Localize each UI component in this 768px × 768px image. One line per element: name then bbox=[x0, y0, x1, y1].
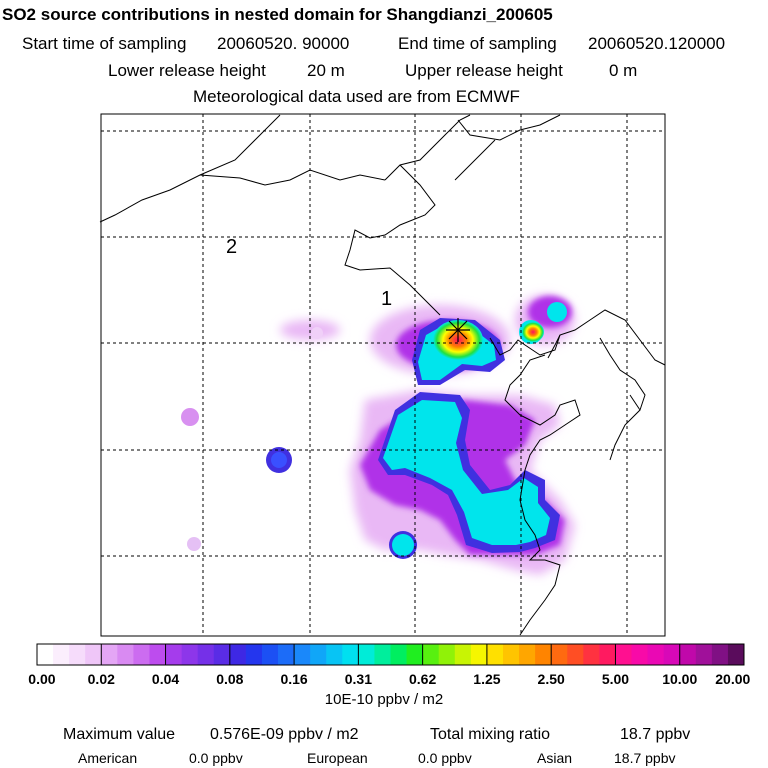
colorbar-tick-label: 0.04 bbox=[151, 671, 180, 687]
max-value-label: Maximum value bbox=[63, 726, 176, 743]
colorbar-cell bbox=[535, 644, 552, 665]
colorbar-cell bbox=[390, 644, 408, 665]
colorbar-cell bbox=[695, 644, 713, 665]
colorbar-tick-label: 0.62 bbox=[409, 671, 437, 687]
colorbar-cell bbox=[278, 644, 295, 665]
colorbar-cell bbox=[358, 644, 375, 665]
colorbar-cell bbox=[37, 644, 54, 665]
colorbar-cell bbox=[69, 644, 86, 665]
region-label-2: 2 bbox=[226, 236, 237, 258]
colorbar-cell bbox=[326, 644, 343, 665]
total-mixing-label: Total mixing ratio bbox=[430, 726, 551, 743]
colorbar-tick-label: 0.16 bbox=[280, 671, 308, 687]
map-frame bbox=[100, 113, 666, 637]
colorbar-units: 10E-10 ppbv / m2 bbox=[324, 691, 444, 708]
max-value: 0.576E-09 ppbv / m2 bbox=[210, 726, 359, 743]
upper-height-label: Upper release height bbox=[405, 61, 563, 80]
colorbar-cell bbox=[117, 644, 134, 665]
colorbar-cell bbox=[502, 644, 520, 665]
isolated-cells bbox=[181, 327, 417, 559]
region-asian-label: Asian bbox=[537, 750, 573, 766]
colorbar-cell bbox=[149, 644, 167, 665]
colorbar-tick-label: 0.31 bbox=[344, 671, 372, 687]
colorbar-cell bbox=[679, 644, 697, 665]
colorbar-cell bbox=[406, 644, 424, 665]
end-time-label: End time of sampling bbox=[398, 34, 557, 53]
upper-height-value: 0 m bbox=[609, 61, 638, 80]
met-data-note: Meteorological data used are from ECMWF bbox=[193, 87, 520, 106]
colorbar-cell bbox=[197, 644, 215, 665]
region-asian-value: 18.7 ppbv bbox=[614, 750, 676, 766]
colorbar-tick-label: 2.50 bbox=[537, 671, 565, 687]
colorbar-cell bbox=[85, 644, 102, 665]
region-american-value: 0.0 ppbv bbox=[189, 750, 243, 766]
colorbar-frame bbox=[36, 643, 745, 666]
total-mixing-value: 18.7 ppbv bbox=[620, 726, 691, 743]
coastlines bbox=[99, 114, 666, 636]
colorbar-tick-label: 0.00 bbox=[28, 671, 56, 687]
region-european-value: 0.0 ppbv bbox=[418, 750, 472, 766]
colorbar-cell bbox=[294, 644, 311, 665]
start-time-label: Start time of sampling bbox=[22, 34, 187, 53]
colorbar-tick-label: 10.00 bbox=[662, 671, 698, 687]
chart-title: SO2 source contributions in nested domai… bbox=[2, 5, 553, 24]
colorbar-cell bbox=[342, 644, 359, 665]
colorbar-cell bbox=[422, 644, 440, 665]
colorbar-cell bbox=[647, 644, 665, 665]
lower-height-label: Lower release height bbox=[108, 61, 266, 80]
colorbar-cell bbox=[583, 644, 600, 665]
colorbar-cell bbox=[101, 644, 118, 665]
colorbar-cell bbox=[229, 644, 247, 665]
grid-lines bbox=[101, 114, 665, 636]
region-label-1: 1 bbox=[381, 288, 392, 310]
colorbar-cell bbox=[181, 644, 199, 665]
colorbar-tick-label: 0.08 bbox=[216, 671, 244, 687]
region-european-label: European bbox=[307, 750, 368, 766]
colorbar-cell bbox=[133, 644, 150, 665]
end-time-value: 20060520.120000 bbox=[588, 34, 726, 53]
receptor-marker bbox=[446, 318, 470, 342]
colorbar-tick-label: 20.00 bbox=[715, 671, 751, 687]
colorbar-cell bbox=[374, 644, 391, 665]
colorbar-cell bbox=[53, 644, 70, 665]
region-american-label: American bbox=[78, 750, 138, 766]
colorbar-tick-label: 5.00 bbox=[601, 671, 630, 687]
colorbar-cell bbox=[615, 644, 633, 665]
colorbar-cell bbox=[454, 644, 472, 665]
start-time-value: 20060520. 90000 bbox=[217, 34, 350, 53]
colorbar-cell bbox=[310, 644, 327, 665]
colorbar-cell bbox=[470, 644, 488, 665]
colorbar-cell bbox=[165, 644, 183, 665]
colorbar-cell bbox=[213, 644, 231, 665]
colorbar-cell bbox=[599, 644, 616, 665]
colorbar-cell bbox=[663, 644, 681, 665]
colorbar-cell bbox=[551, 644, 568, 665]
colorbar-cell bbox=[711, 644, 729, 665]
colorbar-cell bbox=[567, 644, 584, 665]
colorbar-cell bbox=[631, 644, 649, 665]
colorbar-cell bbox=[245, 644, 263, 665]
colorbar-tick-label: 1.25 bbox=[473, 671, 501, 687]
lower-height-value: 20 m bbox=[307, 61, 345, 80]
colorbar-cell bbox=[519, 644, 536, 665]
colorbar-cell bbox=[438, 644, 456, 665]
colorbar-cell bbox=[486, 644, 504, 665]
hotspot-east bbox=[522, 322, 544, 342]
colorbar-cell bbox=[727, 644, 745, 665]
colorbar-cell bbox=[261, 644, 279, 665]
colorbar-tick-label: 0.02 bbox=[87, 671, 115, 687]
